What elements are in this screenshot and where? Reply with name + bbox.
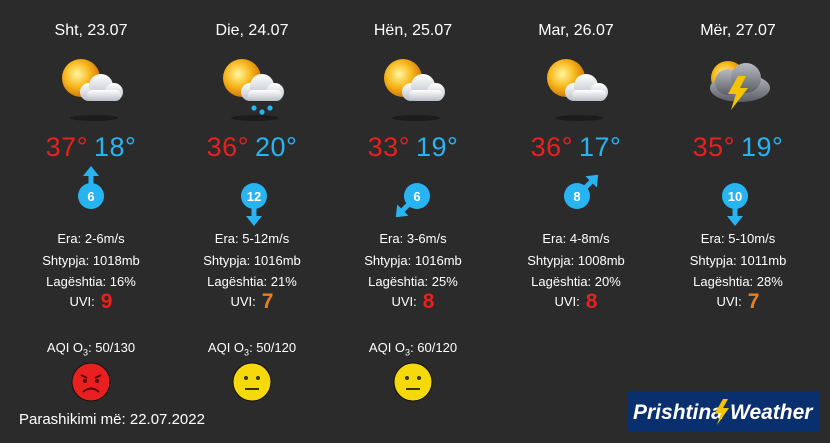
humidity-stat: Lagështia: 25% bbox=[368, 274, 458, 289]
uv-index: UVI: 8 bbox=[391, 290, 435, 313]
weather-stats: Era: 5-10m/s Shtypja: 1011mb Lagështia: … bbox=[655, 228, 821, 293]
day-date: Sht, 23.07 bbox=[54, 22, 128, 39]
day-column: Mar, 26.07 36° 17° Era: 4-8m/ bbox=[493, 0, 659, 330]
day-column: Mër, 27.07 35° 19° Era: 5-10m/s Sh bbox=[655, 0, 821, 330]
uv-index: UVI: 8 bbox=[554, 290, 598, 313]
pressure-stat: Shtypja: 1018mb bbox=[42, 252, 140, 268]
pressure-stat: Shtypja: 1016mb bbox=[203, 252, 301, 268]
weather-stats: Era: 3-6m/s Shtypja: 1016mb Lagështia: 2… bbox=[330, 228, 496, 293]
day-date: Die, 24.07 bbox=[215, 22, 289, 39]
prishtina-weather-logo: Prishtina Weather bbox=[627, 391, 820, 432]
aqi-ozone: AQI O3: 50/120 bbox=[207, 340, 297, 358]
temp-low: 19° bbox=[741, 132, 784, 162]
pressure-stat: Shtypja: 1011mb bbox=[689, 252, 787, 268]
temp-low: 20° bbox=[255, 132, 298, 162]
temperature-range: 36° 20° bbox=[169, 132, 335, 163]
day-column: Sht, 23.07 37° 18° Era: 2-6m/ bbox=[8, 0, 174, 330]
wind-stat: Era: 2-6m/s bbox=[57, 231, 125, 246]
temp-high: 35° bbox=[692, 132, 735, 162]
day-date: Mër, 27.07 bbox=[700, 22, 776, 39]
temp-high: 36° bbox=[206, 132, 249, 162]
temp-high: 33° bbox=[367, 132, 410, 162]
angry-face-icon bbox=[8, 362, 174, 402]
uv-index-value: 8 bbox=[585, 290, 598, 313]
wind-stat: Era: 5-12m/s bbox=[214, 231, 290, 246]
weather-stats: Era: 4-8m/s Shtypja: 1008mb Lagështia: 2… bbox=[493, 228, 659, 293]
wind-direction-icon: 6 bbox=[395, 183, 430, 218]
temp-high: 37° bbox=[45, 132, 88, 162]
temperature-range: 33° 19° bbox=[330, 132, 496, 163]
weather-stats: Era: 5-12m/s Shtypja: 1016mb Lagështia: … bbox=[169, 228, 335, 293]
wind-direction-icon: 10 bbox=[722, 183, 748, 226]
humidity-stat: Lagështia: 28% bbox=[693, 274, 783, 289]
wind-speed-label: 6 bbox=[413, 189, 420, 204]
temp-low: 19° bbox=[416, 132, 459, 162]
aqi-ozone: AQI O3: 60/120 bbox=[368, 340, 458, 358]
sun-cloud-icon bbox=[373, 52, 453, 122]
neutral-face-icon bbox=[169, 362, 335, 402]
wind-stat: Era: 3-6m/s bbox=[379, 231, 447, 246]
sun-cloud-icon bbox=[51, 52, 131, 122]
day-date: Mar, 26.07 bbox=[538, 22, 614, 39]
uv-index-value: 9 bbox=[100, 290, 113, 313]
pressure-stat: Shtypja: 1016mb bbox=[364, 252, 462, 268]
neutral-face-icon bbox=[330, 362, 496, 402]
wind-stat: Era: 5-10m/s bbox=[700, 231, 776, 246]
wind-speed-label: 12 bbox=[247, 189, 261, 204]
day-column: Die, 24.07 36° 20° bbox=[169, 0, 335, 330]
uv-index-value: 7 bbox=[747, 290, 760, 313]
uv-index: UVI: 7 bbox=[230, 290, 274, 313]
weather-stats: Era: 2-6m/s Shtypja: 1018mb Lagështia: 1… bbox=[8, 228, 174, 293]
temperature-range: 36° 17° bbox=[493, 132, 659, 163]
day-column: Hën, 25.07 33° 19° Era: 3-6m/ bbox=[330, 0, 496, 330]
uv-index: UVI: 7 bbox=[716, 290, 760, 313]
wind-speed-label: 10 bbox=[728, 189, 742, 204]
temperature-range: 37° 18° bbox=[8, 132, 174, 163]
humidity-stat: Lagështia: 20% bbox=[531, 274, 621, 289]
logo-text-weather: Weather bbox=[730, 401, 814, 424]
wind-speed-label: 6 bbox=[87, 189, 94, 204]
temp-low: 18° bbox=[94, 132, 137, 162]
uv-index-value: 8 bbox=[422, 290, 435, 313]
footer-date: Parashikimi më: 22.07.2022 bbox=[19, 411, 205, 428]
logo-text-prishtina: Prishtina bbox=[633, 401, 723, 424]
temperature-range: 35° 19° bbox=[655, 132, 821, 163]
pressure-stat: Shtypja: 1008mb bbox=[527, 252, 625, 268]
wind-speed-label: 8 bbox=[573, 189, 580, 204]
humidity-stat: Lagështia: 21% bbox=[207, 274, 297, 289]
temp-low: 17° bbox=[579, 132, 622, 162]
lightning-icon bbox=[715, 399, 729, 425]
thunderstorm-icon bbox=[698, 52, 778, 122]
temp-high: 36° bbox=[530, 132, 573, 162]
uv-index: UVI: 9 bbox=[69, 290, 113, 313]
uv-index-value: 7 bbox=[261, 290, 274, 313]
wind-direction-icon: 6 bbox=[78, 166, 104, 209]
sun-cloud-rain-icon bbox=[212, 52, 292, 122]
wind-direction-icon: 8 bbox=[564, 174, 599, 209]
wind-direction-icon: 12 bbox=[241, 183, 267, 226]
day-date: Hën, 25.07 bbox=[373, 22, 453, 39]
sun-cloud-icon bbox=[536, 52, 616, 122]
wind-stat: Era: 4-8m/s bbox=[542, 231, 610, 246]
aqi-ozone: AQI O3: 50/130 bbox=[46, 340, 136, 358]
humidity-stat: Lagështia: 16% bbox=[46, 274, 136, 289]
